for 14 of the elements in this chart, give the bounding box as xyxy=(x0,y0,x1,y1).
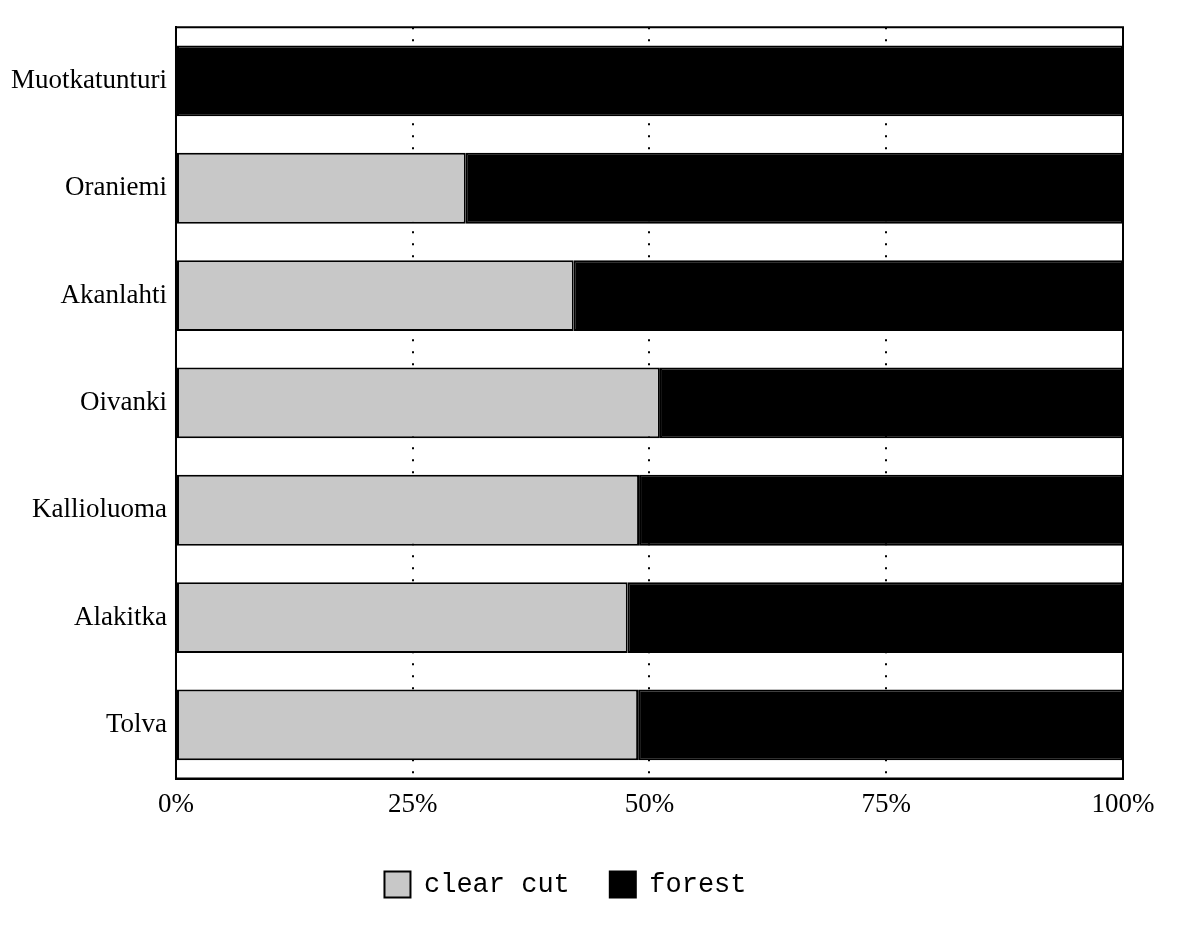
x-tick-label: 100% xyxy=(1091,787,1155,818)
x-tick-label: 50% xyxy=(624,787,675,818)
y-tick-label: Akanlahti xyxy=(60,278,167,309)
x-tick-label: 75% xyxy=(861,787,911,818)
y-tick-label: Oraniemi xyxy=(65,171,167,202)
y-tick-label: Kallioluoma xyxy=(32,493,167,524)
y-tick-label: Muotkatunturi xyxy=(10,63,167,94)
x-tick-label: 0% xyxy=(157,787,194,818)
legend-label: clear cut xyxy=(423,869,570,900)
y-tick-label: Oivanki xyxy=(79,385,167,416)
x-tick-label: 25% xyxy=(387,787,438,818)
legend-label: forest xyxy=(649,869,747,900)
y-tick-label: Alakitka xyxy=(74,600,167,631)
y-tick-label: Tolva xyxy=(105,708,167,739)
